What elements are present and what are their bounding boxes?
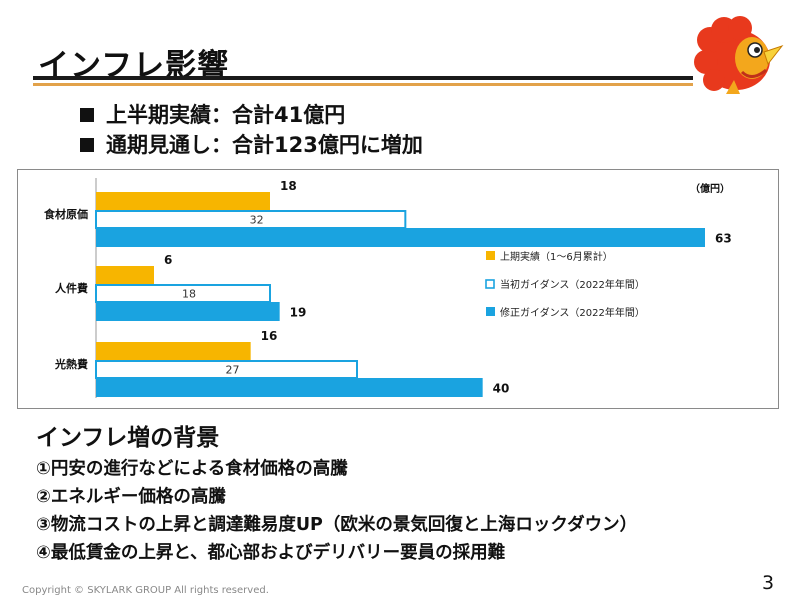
legend-label: 上期実績（1～6月累計） (500, 250, 613, 263)
reason-item: ④最低賃金の上昇と、都心部およびデリバリー要員の採用難 (36, 543, 506, 563)
summary-bullets: 上半期実績：合計41億円 通期見通し：合計123億円に増加 (80, 100, 423, 160)
bar-value-label: 63 (715, 232, 732, 246)
square-bullet-icon (80, 138, 94, 152)
bar (96, 302, 280, 321)
category-label: 食材原価 (44, 207, 88, 221)
inflation-bar-chart: 食材原価 18 32 63 人件費 6 18 19 光熱費 16 27 40 （億円） 上期実績（1～6月… (17, 169, 779, 409)
bullet-text: 通期見通し：合計123億円に増加 (106, 133, 423, 157)
reasons-list: ①円安の進行などによる食材価格の高騰 ②エネルギー価格の高騰 ③物流コストの上昇… (36, 455, 637, 567)
bar (96, 378, 483, 397)
bar (96, 266, 154, 285)
copyright: Copyright © SKYLARK GROUP All rights res… (22, 585, 269, 596)
page-number: 3 (762, 572, 775, 594)
bar (96, 192, 270, 211)
category-label: 人件費 (55, 281, 88, 295)
square-bullet-icon (80, 108, 94, 122)
legend-swatch (485, 279, 495, 289)
background-heading: インフレ増の背景 (36, 425, 220, 451)
legend-swatch (486, 251, 495, 260)
reason-item: ③物流コストの上昇と調達難易度UP（欧米の景気回復と上海ロックダウン） (36, 515, 638, 535)
bar-value-label: 27 (226, 364, 240, 377)
title-accent-line (33, 83, 693, 86)
reason-item: ②エネルギー価格の高騰 (36, 487, 226, 507)
bar-value-label: 18 (280, 179, 297, 193)
bar-value-label: 19 (290, 306, 307, 320)
legend-label: 当初ガイダンス（2022年年間） (500, 278, 645, 291)
bar-value-label: 40 (493, 382, 510, 396)
bar-value-label: 32 (250, 214, 264, 227)
category-label: 光熱費 (54, 357, 88, 371)
bar-value-label: 18 (182, 288, 196, 301)
unit-label: （億円） (690, 182, 730, 195)
legend-label: 修正ガイダンス（2022年年間） (500, 306, 645, 319)
bar-value-label: 16 (261, 329, 278, 343)
reason-item: ①円安の進行などによる食材価格の高騰 (36, 459, 348, 479)
bullet-text: 上半期実績：合計41億円 (106, 103, 346, 127)
chart-svg: 食材原価 18 32 63 人件費 6 18 19 光熱費 16 27 40 （億円） 上期実績（1～6月… (44, 178, 732, 398)
bullet-first-half: 上半期実績：合計41億円 (80, 100, 423, 130)
mascot-bird-icon (694, 16, 784, 94)
bar (96, 342, 251, 361)
title-underline (33, 76, 693, 80)
legend-swatch (486, 307, 495, 316)
bullet-full-year: 通期見通し：合計123億円に増加 (80, 130, 423, 160)
bar (96, 228, 705, 247)
bar-value-label: 6 (164, 253, 172, 267)
